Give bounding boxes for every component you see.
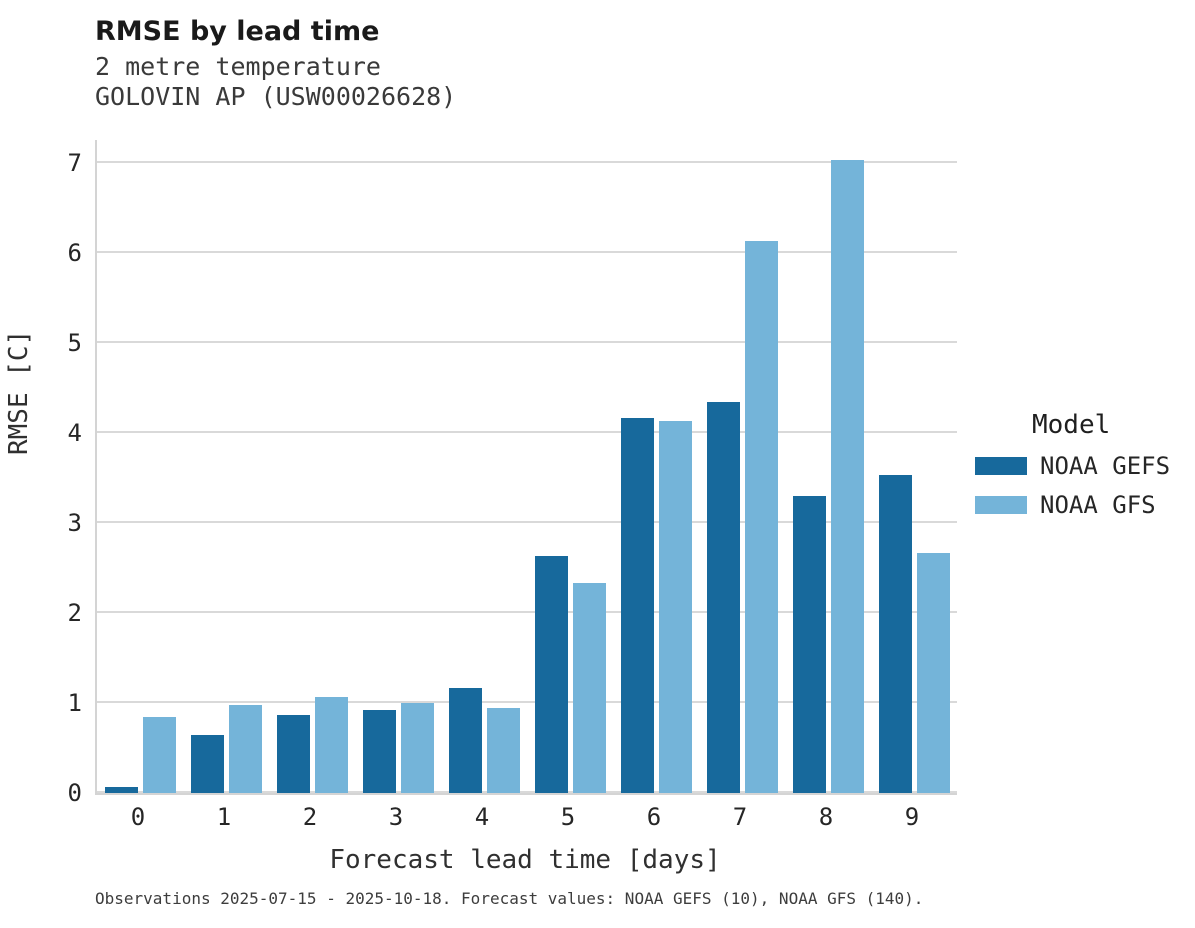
legend-label-noaa-gefs: NOAA GEFS	[1040, 452, 1171, 480]
x-tick-label-5: 5	[560, 803, 576, 831]
x-tick-label-9: 9	[904, 803, 920, 831]
x-axis-title: Forecast lead time [days]	[329, 845, 721, 875]
bar-noaa-gefs-lead-0	[104, 786, 138, 793]
bar-noaa-gefs-lead-5	[534, 556, 568, 793]
legend-swatch-noaa-gfs	[975, 496, 1027, 515]
gridline-y-3	[97, 521, 957, 523]
y-tick-label-7: 7	[67, 149, 82, 177]
bar-noaa-gfs-lead-6	[658, 421, 692, 793]
chart-subtitle-station: GOLOVIN AP (USW00026628)	[95, 82, 457, 111]
x-tick-label-0: 0	[130, 803, 146, 831]
bar-noaa-gfs-lead-1	[228, 704, 262, 793]
bar-noaa-gefs-lead-8	[792, 496, 826, 793]
bar-noaa-gefs-lead-2	[276, 714, 310, 793]
y-tick-label-6: 6	[67, 239, 82, 267]
x-tick-label-2: 2	[302, 803, 318, 831]
x-tick-label-4: 4	[474, 803, 490, 831]
y-tick-label-2: 2	[67, 599, 82, 627]
gridline-y-6	[97, 251, 957, 253]
bar-noaa-gfs-lead-9	[916, 552, 950, 793]
gridline-y-5	[97, 341, 957, 343]
gridline-y-0	[97, 791, 957, 793]
bar-noaa-gefs-lead-1	[190, 734, 224, 793]
bar-noaa-gefs-lead-7	[706, 401, 740, 793]
y-tick-label-4: 4	[67, 419, 82, 447]
bar-noaa-gfs-lead-7	[744, 241, 778, 793]
bar-noaa-gefs-lead-4	[448, 687, 482, 793]
bar-noaa-gfs-lead-0	[142, 717, 176, 793]
caption: Observations 2025-07-15 - 2025-10-18. Fo…	[95, 889, 924, 908]
gridline-y-1	[97, 701, 957, 703]
y-tick-label-1: 1	[67, 689, 82, 717]
bar-noaa-gfs-lead-5	[572, 583, 606, 793]
x-tick-label-8: 8	[818, 803, 834, 831]
x-tick-label-1: 1	[216, 803, 232, 831]
gridline-y-4	[97, 431, 957, 433]
bar-noaa-gfs-lead-8	[830, 160, 864, 793]
y-tick-label-0: 0	[67, 779, 82, 807]
bar-noaa-gefs-lead-3	[362, 710, 396, 793]
x-tick-label-7: 7	[732, 803, 748, 831]
chart-title: RMSE by lead time	[95, 16, 380, 47]
legend-entry-noaa-gefs: NOAA GEFS	[975, 452, 1190, 481]
y-tick-label-5: 5	[67, 329, 82, 357]
y-tick-label-3: 3	[67, 509, 82, 537]
plot-area	[95, 140, 957, 795]
bar-noaa-gfs-lead-3	[400, 703, 434, 793]
bar-noaa-gefs-lead-9	[878, 475, 912, 793]
x-tick-label-3: 3	[388, 803, 404, 831]
legend-swatch-noaa-gefs	[975, 457, 1027, 476]
y-axis-ticks: 0 1 2 3 4 5 6 7	[40, 140, 82, 805]
chart-subtitle-variable: 2 metre temperature	[95, 52, 381, 81]
bar-noaa-gefs-lead-6	[620, 417, 654, 793]
legend-entry-noaa-gfs: NOAA GFS	[975, 491, 1190, 520]
bar-noaa-gfs-lead-2	[314, 696, 348, 793]
gridline-y-2	[97, 611, 957, 613]
legend-label-noaa-gfs: NOAA GFS	[1040, 490, 1156, 519]
legend: Model NOAA GEFS NOAA GFS	[975, 410, 1190, 530]
legend-title: Model	[1032, 410, 1111, 440]
gridline-y-7	[97, 161, 957, 163]
y-axis-title: RMSE [C]	[4, 329, 34, 455]
x-tick-label-6: 6	[646, 803, 662, 831]
bar-noaa-gfs-lead-4	[486, 707, 520, 793]
